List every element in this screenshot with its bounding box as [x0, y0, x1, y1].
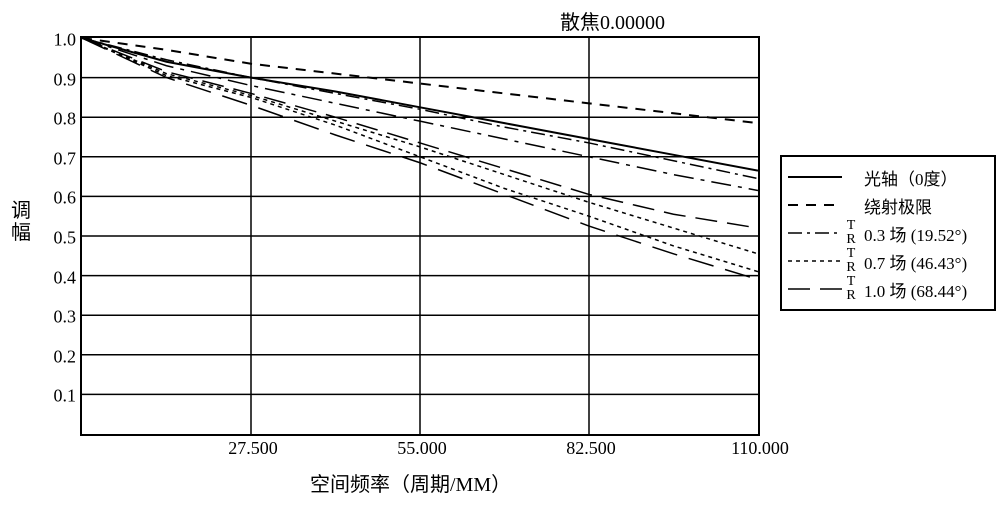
- y-tick-label: 0.6: [54, 188, 77, 209]
- y-axis-label-1: 调: [10, 200, 32, 222]
- y-tick-label: 0.2: [54, 346, 77, 367]
- legend-label: 绕射极限: [864, 193, 932, 218]
- legend-sample: [788, 167, 842, 187]
- y-tick-label: 0.1: [54, 386, 77, 407]
- y-tick-label: 0.8: [54, 109, 77, 130]
- legend-sample: [788, 195, 842, 215]
- mtf-chart: 27.50055.00082.500110.0000.10.20.30.40.5…: [80, 36, 760, 436]
- legend-entry: 光轴（0度）: [788, 163, 988, 191]
- legend-tr-marker: TR: [844, 219, 858, 247]
- legend-entry: TR0.3 场 (19.52°): [788, 219, 988, 247]
- legend-entry: TR1.0 场 (68.44°): [788, 275, 988, 303]
- y-tick-label: 0.5: [54, 228, 77, 249]
- legend-label: 光轴（0度）: [864, 165, 958, 190]
- legend-entry: TR0.7 场 (46.43°): [788, 247, 988, 275]
- legend-label: 0.3 场 (19.52°): [864, 221, 967, 246]
- legend-sample: [788, 223, 842, 243]
- page: 散焦0.00000 调 幅 空间频率（周期/MM） 27.50055.00082…: [0, 0, 1000, 521]
- y-tick-label: 1.0: [54, 30, 77, 51]
- x-tick-label: 110.000: [731, 438, 789, 459]
- legend-box: 光轴（0度）绕射极限TR0.3 场 (19.52°)TR0.7 场 (46.43…: [780, 155, 996, 311]
- x-axis-label: 空间频率（周期/MM）: [310, 468, 511, 497]
- y-axis-label-2: 幅: [10, 222, 32, 244]
- legend-label: 1.0 场 (68.44°): [864, 277, 967, 302]
- y-tick-label: 0.9: [54, 69, 77, 90]
- x-tick-label: 55.000: [397, 438, 447, 459]
- y-tick-label: 0.3: [54, 307, 77, 328]
- chart-svg: [82, 38, 758, 434]
- x-tick-label: 27.500: [228, 438, 278, 459]
- legend-sample: [788, 251, 842, 271]
- chart-title: 散焦0.00000: [560, 6, 665, 35]
- legend-tr-marker: TR: [844, 247, 858, 275]
- legend-sample: [788, 279, 842, 299]
- legend-label: 0.7 场 (46.43°): [864, 249, 967, 274]
- legend-entry: 绕射极限: [788, 191, 988, 219]
- x-tick-label: 82.500: [566, 438, 616, 459]
- y-tick-label: 0.7: [54, 148, 77, 169]
- y-axis-label: 调 幅: [10, 200, 32, 244]
- legend-tr-marker: TR: [844, 275, 858, 303]
- y-tick-label: 0.4: [54, 267, 77, 288]
